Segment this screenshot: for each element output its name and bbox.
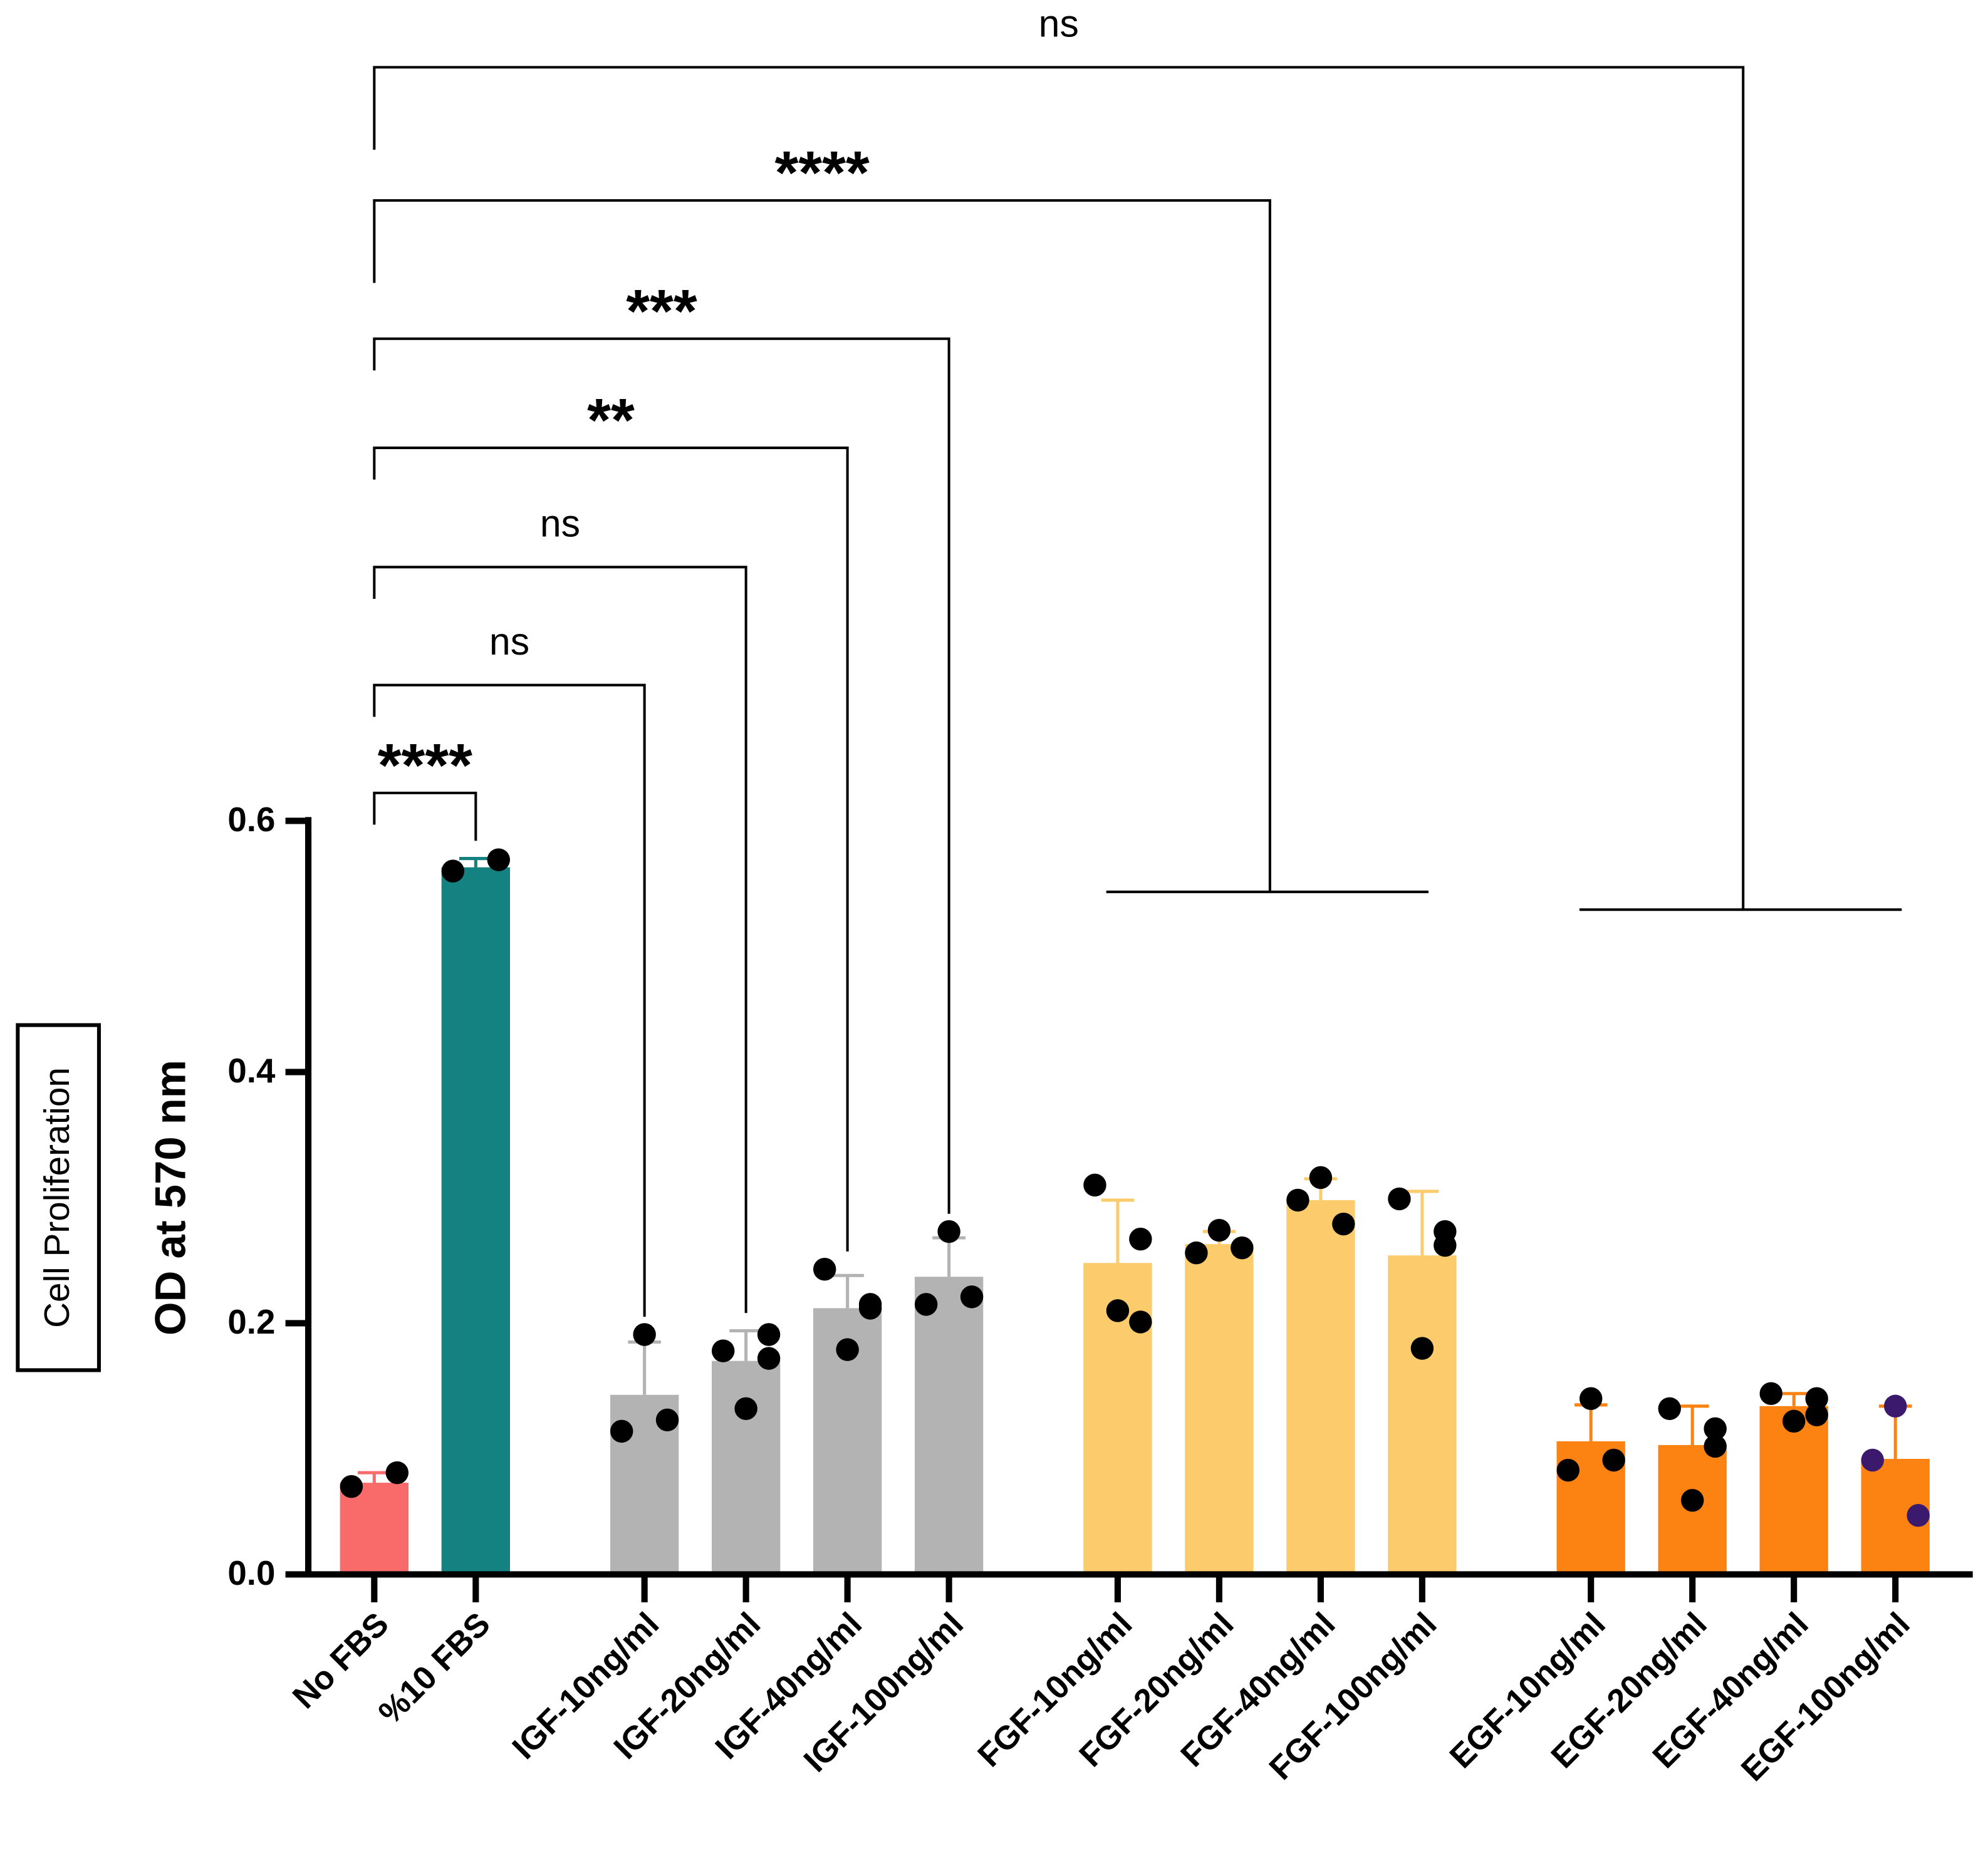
- y-tick-label: 0.6: [227, 801, 275, 839]
- significance-label: ns: [540, 502, 580, 545]
- significance-label: ****: [774, 138, 869, 207]
- data-point: [1106, 1299, 1130, 1322]
- data-point: [1332, 1212, 1355, 1236]
- significance-bracket: [373, 446, 849, 1252]
- data-point: [1704, 1434, 1727, 1458]
- data-point: [1759, 1382, 1782, 1405]
- data-point: [1602, 1448, 1625, 1472]
- error-bar: [1405, 1190, 1439, 1256]
- data-point: [757, 1323, 781, 1346]
- data-point: [1704, 1417, 1727, 1441]
- data-point: [385, 1461, 409, 1485]
- significance-bracket: [373, 66, 1902, 911]
- error-bar: [1777, 1392, 1811, 1406]
- data-point: [836, 1338, 859, 1361]
- data-point: [441, 859, 465, 883]
- data-point: [1782, 1409, 1806, 1433]
- error-bar: [1101, 1198, 1135, 1263]
- y-tick-label: 0.4: [227, 1052, 276, 1090]
- significance-bracket: [373, 337, 950, 1214]
- error-bar: [459, 857, 492, 868]
- significance-label: **: [587, 386, 635, 454]
- data-point: [960, 1285, 984, 1309]
- bar: [1286, 1200, 1355, 1575]
- data-point: [1388, 1187, 1411, 1211]
- data-point: [1185, 1241, 1208, 1265]
- data-point: [757, 1347, 781, 1370]
- data-point: [655, 1408, 679, 1432]
- data-point: [340, 1475, 363, 1498]
- data-point: [1231, 1236, 1254, 1260]
- data-point: [1207, 1218, 1231, 1242]
- data-point: [734, 1397, 757, 1421]
- bar: [1759, 1406, 1828, 1575]
- significance-bracket: [373, 566, 747, 1314]
- error-bar: [358, 1471, 391, 1483]
- data-point: [1658, 1397, 1681, 1421]
- significance-label: ns: [1039, 3, 1079, 45]
- significance-bracket: [373, 791, 477, 841]
- data-point: [1579, 1387, 1603, 1410]
- data-point: [1410, 1337, 1434, 1360]
- significance-label: ns: [489, 620, 529, 663]
- bar: [441, 867, 511, 1575]
- y-tick-label: 0.2: [227, 1303, 275, 1341]
- bar: [1388, 1255, 1457, 1575]
- bar: [711, 1361, 781, 1575]
- label-box: [16, 1023, 101, 1372]
- data-point: [1861, 1448, 1884, 1472]
- boxed-label: Cell Proliferation: [38, 1067, 77, 1328]
- y-tick-label: 0.0: [227, 1554, 275, 1592]
- significance-label: ***: [626, 277, 697, 345]
- data-point: [1556, 1458, 1579, 1482]
- error-bar: [729, 1329, 762, 1361]
- error-bar: [1675, 1404, 1709, 1445]
- data-point: [1129, 1310, 1152, 1334]
- data-point: [914, 1293, 938, 1316]
- data-point: [1805, 1387, 1828, 1410]
- bar: [340, 1483, 409, 1575]
- significance-label: ****: [378, 731, 472, 799]
- y-axis-title: OD at 570 nm: [147, 1060, 195, 1335]
- data-point: [1883, 1394, 1907, 1418]
- data-point: [1680, 1488, 1704, 1512]
- data-point: [1083, 1173, 1106, 1197]
- bar: [914, 1277, 984, 1575]
- data-point: [1309, 1166, 1333, 1190]
- bar: [1185, 1244, 1254, 1575]
- data-point: [610, 1419, 633, 1443]
- data-point: [858, 1297, 882, 1320]
- significance-bracket: [373, 199, 1429, 893]
- error-bar: [831, 1273, 864, 1309]
- data-point: [937, 1220, 960, 1243]
- significance-bracket: [373, 683, 646, 1317]
- data-point: [1286, 1188, 1309, 1212]
- data-point: [1434, 1233, 1457, 1257]
- data-point: [1129, 1227, 1152, 1251]
- data-point: [487, 848, 511, 871]
- data-point: [1907, 1504, 1930, 1527]
- data-point: [711, 1339, 735, 1362]
- data-point: [813, 1258, 836, 1281]
- data-point: [1805, 1403, 1828, 1427]
- data-point: [633, 1323, 656, 1346]
